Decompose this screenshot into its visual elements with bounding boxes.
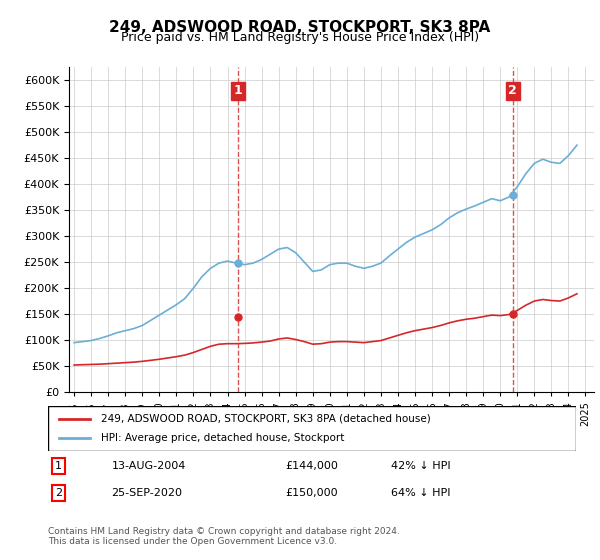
Text: 1: 1 xyxy=(55,461,62,471)
Text: £144,000: £144,000 xyxy=(286,461,338,471)
Text: 13-AUG-2004: 13-AUG-2004 xyxy=(112,461,186,471)
Text: 2: 2 xyxy=(55,488,62,498)
Text: 25-SEP-2020: 25-SEP-2020 xyxy=(112,488,182,498)
Text: 64% ↓ HPI: 64% ↓ HPI xyxy=(391,488,451,498)
Text: Price paid vs. HM Land Registry's House Price Index (HPI): Price paid vs. HM Land Registry's House … xyxy=(121,31,479,44)
Text: 249, ADSWOOD ROAD, STOCKPORT, SK3 8PA (detached house): 249, ADSWOOD ROAD, STOCKPORT, SK3 8PA (d… xyxy=(101,413,431,423)
Text: 2: 2 xyxy=(508,84,517,97)
FancyBboxPatch shape xyxy=(48,406,576,451)
Text: 249, ADSWOOD ROAD, STOCKPORT, SK3 8PA: 249, ADSWOOD ROAD, STOCKPORT, SK3 8PA xyxy=(109,20,491,35)
Text: 42% ↓ HPI: 42% ↓ HPI xyxy=(391,461,451,471)
Text: Contains HM Land Registry data © Crown copyright and database right 2024.
This d: Contains HM Land Registry data © Crown c… xyxy=(48,526,400,546)
Text: £150,000: £150,000 xyxy=(286,488,338,498)
Text: 1: 1 xyxy=(233,84,242,97)
Text: HPI: Average price, detached house, Stockport: HPI: Average price, detached house, Stoc… xyxy=(101,433,344,444)
